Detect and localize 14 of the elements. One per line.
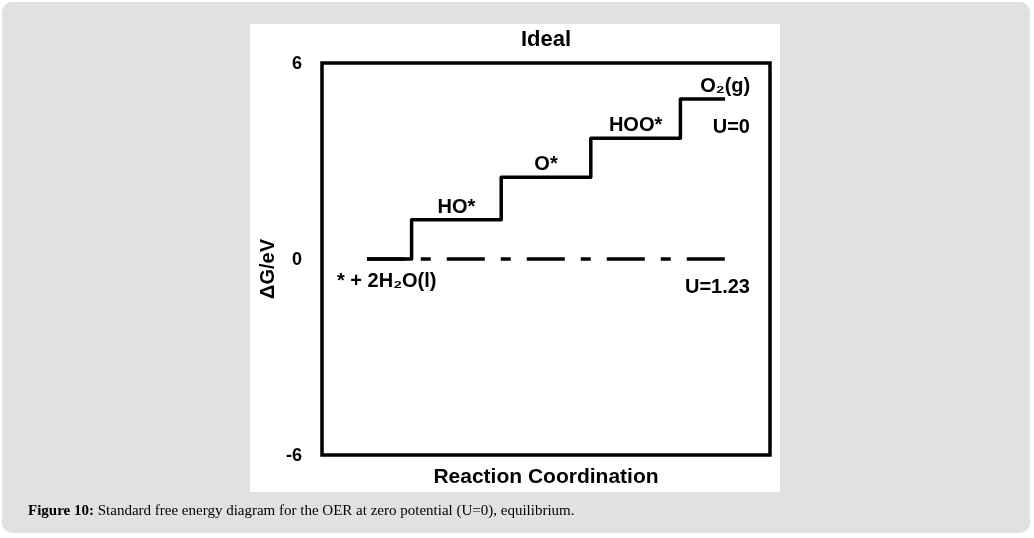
series-label: U=1.23: [684, 275, 750, 297]
annotation: O₂(g): [700, 73, 751, 96]
x-axis-title: Reaction Coordination: [433, 464, 659, 487]
y-tick-label: 0: [291, 249, 302, 270]
series-label: U=0: [712, 114, 750, 137]
annotation: O*: [534, 152, 558, 175]
annotation: HO*: [437, 194, 476, 217]
caption: Figure 10: Standard free energy diagram for the OER at zero potential (U=0), equilibrium.: [28, 502, 575, 518]
chart-title: Ideal: [520, 26, 572, 51]
y-tick-label: -6: [285, 445, 302, 466]
annotation: * + 2H₂O(l): [337, 269, 437, 291]
y-axis-title: ΔG/eV: [256, 238, 278, 299]
y-tick-label: 6: [291, 53, 302, 74]
annotation: HOO*: [608, 113, 663, 136]
